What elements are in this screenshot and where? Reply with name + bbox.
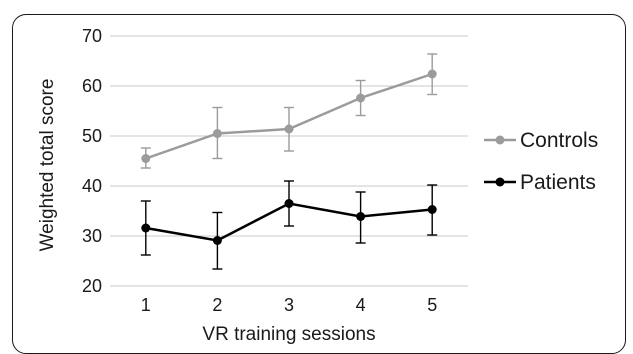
y-tick-label: 50 [82,126,102,146]
chart-frame [12,14,626,354]
series-controls [140,53,438,169]
data-point [212,236,222,245]
data-point [141,223,151,233]
x-tick-label: 5 [427,295,437,315]
x-tick-label: 1 [141,295,151,315]
data-point [356,93,366,103]
y-tick-labels: 20 30 40 50 60 70 [82,26,102,296]
series-layer [140,53,438,270]
data-point [284,124,294,134]
data-point [427,69,437,79]
series-patients [140,180,438,270]
x-tick-label: 2 [212,295,222,315]
x-tick-labels: 1 2 3 4 5 [141,295,437,315]
x-tick-label: 3 [284,295,294,315]
y-tick-label: 40 [82,176,102,196]
legend-swatch-marker [495,177,505,187]
line-chart: 20 30 40 50 60 70 1 2 3 4 5 Controls Patients VR t… [37,26,598,345]
data-point [427,205,437,214]
y-tick-label: 70 [82,26,102,46]
legend-item-controls: Controls [484,129,598,152]
y-tick-label: 30 [82,226,102,246]
gridlines [110,35,468,287]
y-axis-title: Weighted total score [37,79,58,252]
y-tick-label: 60 [82,76,102,96]
x-tick-label: 4 [356,295,366,315]
legend-label: Patients [520,171,596,194]
legend-item-patients: Patients [484,171,596,194]
y-tick-label: 20 [82,276,102,296]
legend-swatch-marker [495,135,505,145]
legend: Controls Patients [484,129,598,194]
data-point [141,154,151,163]
data-point [284,199,294,208]
x-axis-title: VR training sessions [202,324,375,345]
data-point [356,212,366,221]
legend-label: Controls [520,129,598,152]
data-point [212,129,222,138]
